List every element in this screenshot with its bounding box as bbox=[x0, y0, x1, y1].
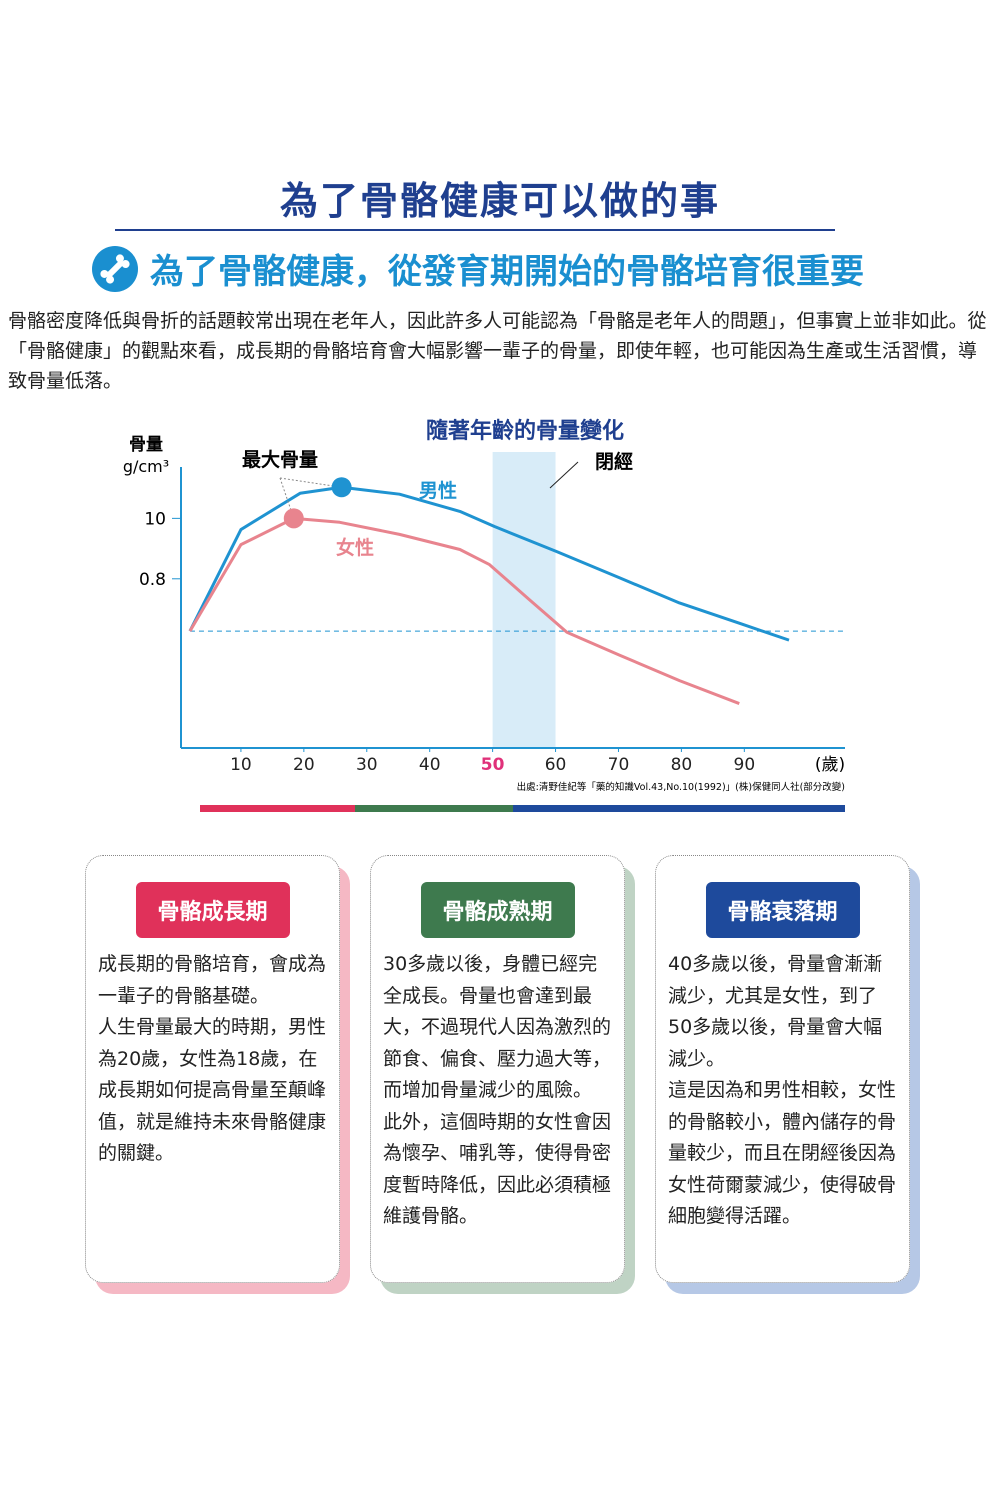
card: 骨骼成長期成長期的骨骼培育，會成為一輩子的骨骼基礎。人生骨量最大的時期，男性為2… bbox=[85, 855, 340, 1283]
x-tick-label: 80 bbox=[671, 755, 693, 775]
card-title: 骨骼成熟期 bbox=[420, 882, 575, 938]
card-paragraph: 此外，這個時期的女性會因為懷孕、哺乳等，使得骨密度暫時降低，因此必須積極維護骨骼… bbox=[383, 1110, 612, 1228]
peak-dot bbox=[283, 508, 304, 529]
line bbox=[188, 485, 790, 642]
card-title: 骨骼成長期 bbox=[135, 882, 290, 938]
chart-title: 隨著年齡的骨量變化 bbox=[426, 418, 624, 444]
series-label: 女性 bbox=[336, 536, 374, 559]
card: 骨骼衰落期 40多歲以後，骨量會漸漸減少，尤其是女性，到了50多歲以後，骨量會大幅… bbox=[655, 855, 910, 1283]
x-tick-label: 60 bbox=[545, 755, 567, 775]
band-label: 閉經 bbox=[595, 450, 633, 473]
phase-bar bbox=[355, 805, 513, 812]
card-body: 成長期的骨骼培育，會成為一輩子的骨骼基礎。人生骨量最大的時期，男性為20歲，女性… bbox=[98, 949, 330, 1170]
subtitle: 為了骨骼健康，從發育期開始的骨骼培育很重要 bbox=[150, 252, 864, 292]
intro: 骨骼密度降低與骨折的話題較常出現在老年人，因此許多人可能認為「骨骼是老年人的問題… bbox=[8, 310, 987, 392]
y-unit: g/cm³ bbox=[123, 457, 169, 476]
card-body: 30多歲以後，身體已經完全成長。骨量也會達到最大，不過現代人因為激烈的節食、偏食… bbox=[383, 949, 615, 1233]
card-paragraph: 30多歲以後，身體已經完全成長。骨量也會達到最大，不過現代人因為激烈的節食、偏食… bbox=[383, 953, 612, 1101]
x-tick-label: 40 bbox=[419, 755, 441, 775]
peak-dot bbox=[331, 477, 352, 498]
card-paragraph: 40多歲以後，骨量會漸漸減少，尤其是女性，到了50多歲以後，骨量會大幅減少。 bbox=[668, 953, 883, 1070]
bone-icon bbox=[92, 246, 138, 292]
phase-bar bbox=[513, 805, 845, 812]
x-unit: (歲) bbox=[815, 755, 845, 775]
x-tick-label: 30 bbox=[356, 755, 378, 775]
phase-bar bbox=[200, 805, 355, 812]
rule bbox=[115, 229, 835, 231]
card-paragraph: 人生骨量最大的時期，男性為20歲，女性為18歲，在成長期如何提高骨量至顛峰值，就… bbox=[98, 1016, 327, 1164]
source: 出處:清野佳紀等「藥的知識Vol.43,No.10(1992)」(株)保健同人社… bbox=[517, 781, 845, 793]
card-body: 40多歲以後，骨量會漸漸減少，尤其是女性，到了50多歲以後，骨量會大幅減少。 這是… bbox=[668, 949, 900, 1233]
card: 骨骼成熟期 30多歲以後，身體已經完全成長。骨量也會達到最大，不過現代人因為激烈的… bbox=[370, 855, 625, 1283]
x-tick-label: 10 bbox=[230, 755, 252, 775]
card-title: 骨骼衰落期 bbox=[705, 882, 860, 938]
x-tick-label: 90 bbox=[734, 755, 756, 775]
x-tick-label: 50 bbox=[481, 755, 505, 775]
title: 為了骨骼健康可以做的事 bbox=[279, 179, 720, 223]
menopause-band bbox=[492, 452, 556, 748]
y-tick-label: 10 bbox=[144, 509, 166, 529]
y-label: 骨量 bbox=[129, 434, 163, 455]
card-paragraph: 這是因為和男性相較，女性的骨骼較小，體內儲存的骨量較少，而且在閉經後因為女性荷爾… bbox=[668, 1079, 897, 1227]
x-tick-label: 70 bbox=[608, 755, 630, 775]
x-tick-label: 20 bbox=[293, 755, 315, 775]
band-pointer bbox=[549, 461, 579, 489]
y-tick-label: 0.8 bbox=[139, 570, 166, 590]
line bbox=[188, 516, 740, 705]
peak-label: 最大骨量 bbox=[242, 448, 318, 471]
series-label: 男性 bbox=[419, 479, 457, 502]
card-paragraph: 成長期的骨骼培育，會成為一輩子的骨骼基礎。 bbox=[98, 953, 327, 1007]
peak-pointer bbox=[279, 477, 295, 519]
